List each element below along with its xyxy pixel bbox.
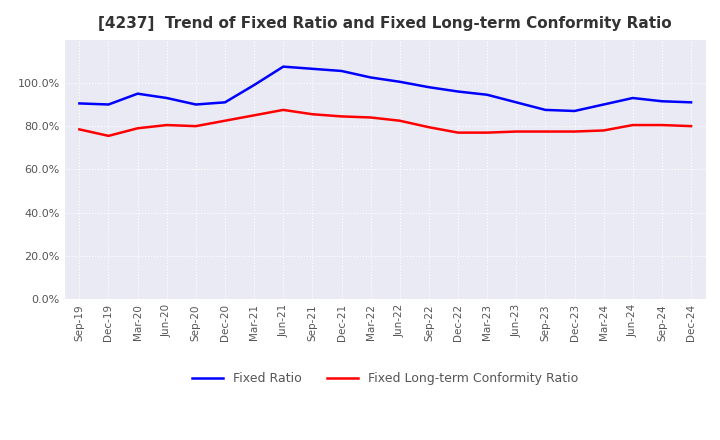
Fixed Ratio bbox=[308, 66, 317, 71]
Fixed Ratio bbox=[250, 82, 258, 88]
Fixed Long-term Conformity Ratio bbox=[337, 114, 346, 119]
Fixed Long-term Conformity Ratio bbox=[454, 130, 462, 135]
Fixed Long-term Conformity Ratio bbox=[75, 127, 84, 132]
Fixed Long-term Conformity Ratio bbox=[541, 129, 550, 134]
Fixed Long-term Conformity Ratio bbox=[599, 128, 608, 133]
Fixed Ratio bbox=[687, 100, 696, 105]
Fixed Long-term Conformity Ratio bbox=[279, 107, 287, 113]
Fixed Long-term Conformity Ratio bbox=[395, 118, 404, 123]
Fixed Ratio bbox=[192, 102, 200, 107]
Title: [4237]  Trend of Fixed Ratio and Fixed Long-term Conformity Ratio: [4237] Trend of Fixed Ratio and Fixed Lo… bbox=[99, 16, 672, 32]
Fixed Ratio bbox=[454, 89, 462, 94]
Fixed Long-term Conformity Ratio bbox=[687, 124, 696, 129]
Fixed Long-term Conformity Ratio bbox=[483, 130, 492, 135]
Line: Fixed Long-term Conformity Ratio: Fixed Long-term Conformity Ratio bbox=[79, 110, 691, 136]
Fixed Long-term Conformity Ratio bbox=[133, 126, 142, 131]
Fixed Ratio bbox=[512, 100, 521, 105]
Fixed Long-term Conformity Ratio bbox=[104, 133, 113, 139]
Fixed Ratio bbox=[279, 64, 287, 69]
Legend: Fixed Ratio, Fixed Long-term Conformity Ratio: Fixed Ratio, Fixed Long-term Conformity … bbox=[186, 366, 585, 392]
Fixed Long-term Conformity Ratio bbox=[657, 122, 666, 128]
Fixed Ratio bbox=[629, 95, 637, 101]
Fixed Long-term Conformity Ratio bbox=[192, 124, 200, 129]
Fixed Long-term Conformity Ratio bbox=[308, 112, 317, 117]
Fixed Ratio bbox=[657, 99, 666, 104]
Fixed Ratio bbox=[75, 101, 84, 106]
Fixed Ratio bbox=[425, 84, 433, 90]
Line: Fixed Ratio: Fixed Ratio bbox=[79, 66, 691, 111]
Fixed Long-term Conformity Ratio bbox=[629, 122, 637, 128]
Fixed Long-term Conformity Ratio bbox=[250, 113, 258, 118]
Fixed Long-term Conformity Ratio bbox=[220, 118, 229, 123]
Fixed Ratio bbox=[133, 91, 142, 96]
Fixed Ratio bbox=[395, 79, 404, 84]
Fixed Long-term Conformity Ratio bbox=[512, 129, 521, 134]
Fixed Ratio bbox=[163, 95, 171, 101]
Fixed Ratio bbox=[220, 100, 229, 105]
Fixed Ratio bbox=[104, 102, 113, 107]
Fixed Long-term Conformity Ratio bbox=[366, 115, 375, 120]
Fixed Ratio bbox=[541, 107, 550, 113]
Fixed Ratio bbox=[570, 108, 579, 114]
Fixed Long-term Conformity Ratio bbox=[163, 122, 171, 128]
Fixed Long-term Conformity Ratio bbox=[570, 129, 579, 134]
Fixed Ratio bbox=[337, 68, 346, 73]
Fixed Ratio bbox=[366, 75, 375, 80]
Fixed Ratio bbox=[599, 102, 608, 107]
Fixed Long-term Conformity Ratio bbox=[425, 125, 433, 130]
Fixed Ratio bbox=[483, 92, 492, 97]
